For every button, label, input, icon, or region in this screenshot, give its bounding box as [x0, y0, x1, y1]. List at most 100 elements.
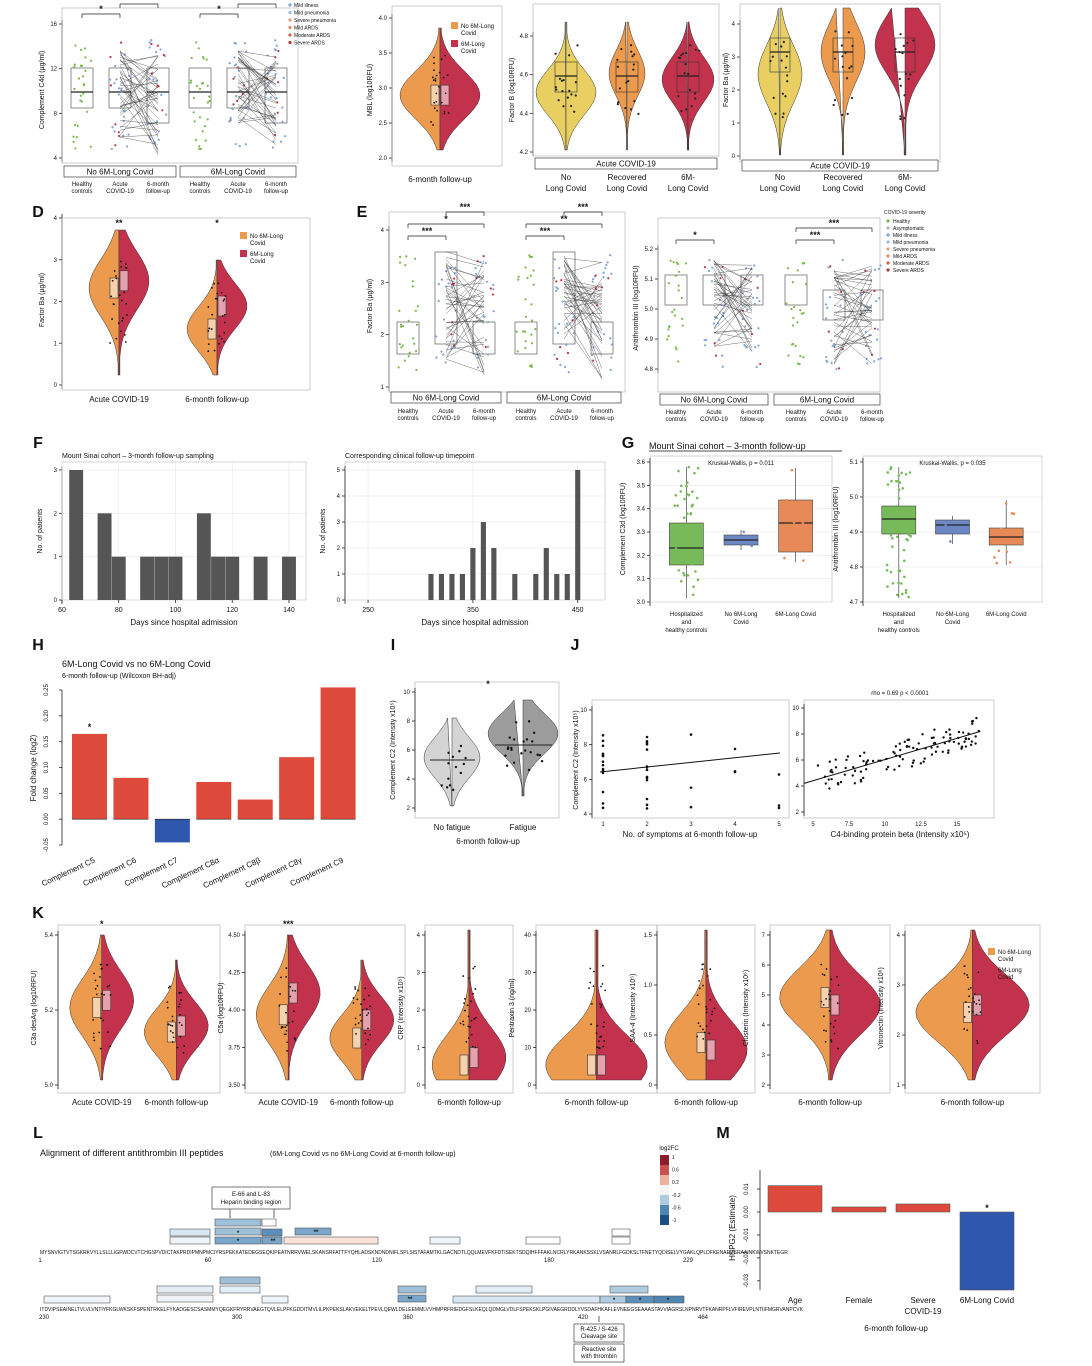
pk1-violin-6m-point — [367, 1027, 369, 1030]
pe2-pair-line — [833, 311, 873, 320]
pe2-pair-line — [713, 276, 753, 328]
c4d-point — [73, 63, 76, 66]
c4d-pair-line — [119, 80, 159, 119]
mbl-violin-point — [440, 101, 443, 104]
mbl-violin-point — [438, 85, 440, 88]
pj2-point — [960, 745, 964, 749]
factorba1-point — [771, 55, 774, 58]
factorb-tick-label: 4.6 — [520, 73, 529, 79]
pg1-point — [695, 496, 699, 500]
pd-violin-acute-point — [115, 277, 118, 280]
pe1-point — [590, 353, 594, 357]
c4d-point — [189, 79, 193, 82]
fr-xtick-label: 250 — [362, 607, 374, 614]
pe1-ylabel: Factor Ba (µg/ml) — [367, 279, 374, 333]
pd-xtick: 6-month follow-up — [185, 395, 249, 404]
pg2-point — [895, 593, 899, 597]
pe2-point — [673, 308, 676, 311]
c4d-point — [84, 56, 87, 59]
pd-violin-acute-point — [120, 260, 122, 263]
factorba1-point — [774, 42, 777, 46]
pe1-pair-line — [563, 281, 603, 313]
pe1-point — [484, 345, 487, 349]
pk5-violin-point — [837, 984, 840, 987]
pd-violin-acute-point — [123, 334, 126, 336]
pk6-violin-point — [978, 999, 980, 1002]
ph-bar — [196, 781, 232, 820]
pe1-box — [396, 321, 420, 355]
pk0-violin-6m-point — [171, 1031, 174, 1034]
pe2-point — [864, 330, 867, 333]
pj2-point — [901, 758, 904, 761]
pm-bar — [895, 1203, 951, 1213]
pl-legend-swatch — [660, 1215, 669, 1225]
pg1-point — [802, 559, 805, 562]
factorb-point — [630, 50, 633, 53]
pg1-point — [691, 530, 695, 534]
c4d-point — [165, 113, 168, 116]
pk6-violin-point — [967, 988, 970, 991]
pj2-point — [853, 782, 857, 785]
pe2-point — [837, 367, 841, 370]
pe2-pair-line — [833, 270, 873, 315]
pe2-legend-dot — [886, 233, 890, 237]
c4d-point — [198, 116, 202, 119]
factorba1-point — [898, 77, 901, 81]
pe1-point — [482, 315, 485, 318]
pg1-point — [682, 571, 685, 575]
pj2-point — [863, 751, 866, 754]
factorba1-xtick: No Long Covid — [760, 173, 800, 193]
c4d-point — [148, 41, 151, 44]
pj2-point — [922, 760, 925, 763]
pg1-tick-label: 3.1 — [637, 577, 646, 583]
pd-violin-6m-point — [218, 335, 221, 338]
pe1-point — [610, 272, 613, 275]
pg2-tick-label: 5.0 — [850, 495, 859, 501]
pe2-point — [669, 259, 672, 262]
c4d-point — [84, 69, 87, 72]
pe1-point — [529, 255, 532, 259]
pe2-pair-line — [713, 302, 753, 314]
pk6-tick-label: 3 — [897, 983, 901, 989]
pe2-legend-dot — [886, 226, 890, 230]
pe2-box — [740, 274, 764, 306]
c4d-point — [147, 104, 150, 108]
pi-violin-nofatigue — [423, 717, 481, 807]
pe1-point — [442, 318, 446, 321]
pj1-point — [645, 803, 649, 807]
pe2-point — [873, 327, 877, 330]
c4d-point — [189, 81, 192, 84]
pk1-violin-6m-point — [364, 987, 367, 990]
mbl-violin-point — [433, 101, 436, 104]
ph-ytick-label: 0.00 — [44, 813, 50, 825]
pe1-point — [454, 266, 457, 269]
c4d-xtick: Acute COVID-19 — [106, 182, 134, 195]
pl-peptide-top — [611, 1228, 631, 1237]
c4d-point — [198, 87, 202, 90]
pk4-violin-point — [709, 998, 712, 1001]
pk6-violin-left-half — [915, 929, 973, 1081]
c4d-point — [73, 65, 76, 68]
pi-point — [510, 746, 513, 750]
pg2-point — [900, 511, 903, 514]
factorb-point — [574, 94, 577, 97]
pj2-point — [930, 753, 934, 756]
fl-xlabel: Days since hospital admission — [130, 618, 237, 627]
factorba1-point — [769, 59, 772, 63]
pe1-point — [555, 280, 558, 283]
c4d-point — [206, 118, 209, 121]
pk0-violin-acute-point — [94, 979, 97, 982]
pj2-point — [943, 741, 947, 745]
c4d-point — [109, 78, 112, 81]
c4d-point — [73, 87, 76, 90]
mbl-tick-label: 2.0 — [379, 156, 388, 162]
pd-violin-6m-point — [207, 330, 210, 332]
pk5-violin-point — [823, 974, 826, 976]
pe1-point — [559, 363, 562, 366]
pg1-point — [802, 545, 806, 549]
pj2-point — [919, 762, 922, 765]
pg2-point — [907, 533, 911, 537]
pe2-point — [877, 267, 880, 271]
pg1-xtick: Hospitalized and healthy controls — [665, 612, 707, 634]
pg2-point — [901, 486, 905, 490]
